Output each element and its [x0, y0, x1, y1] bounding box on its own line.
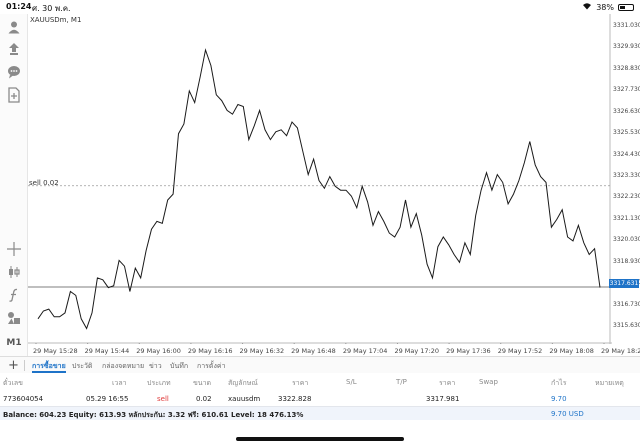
x-tick-label: 29 May 16:00 [136, 347, 181, 355]
objects-icon[interactable] [4, 309, 24, 327]
y-tick-label: 3320.030 [613, 236, 640, 244]
trade-icon[interactable] [4, 40, 24, 58]
chart-symbol: XAUUSDm, M1 [30, 16, 82, 24]
col-time[interactable]: เวลา [112, 379, 127, 387]
tab-history[interactable]: ประวัติ [72, 362, 93, 370]
current-price-tag: 3317.631 [609, 279, 639, 288]
price-chart[interactable] [28, 14, 612, 344]
x-tick-label: 29 May 15:28 [33, 347, 78, 355]
row-symbol: xauusdm [228, 395, 261, 403]
y-tick-label: 3324.430 [613, 150, 640, 158]
y-tick-label: 3322.230 [613, 193, 640, 201]
x-tick-label: 29 May 17:52 [497, 347, 543, 355]
y-tick-label: 3325.530 [613, 129, 640, 137]
col-current-price[interactable]: ราคา [439, 379, 456, 387]
x-tick-label: 29 May 17:36 [446, 347, 491, 355]
y-tick-label: 3318.930 [613, 257, 640, 265]
col-symbol[interactable]: สัญลักษณ์ [228, 379, 258, 387]
status-right: 38% [582, 2, 634, 12]
terminal-tabs: + การซื้อขาย ประวัติ กล่องจดหมาย ข่าว บั… [0, 356, 640, 373]
chart-toolbar: M1 [0, 14, 28, 360]
x-tick-label: 29 May 17:20 [394, 347, 440, 355]
x-tick-label: 29 May 15:44 [84, 347, 130, 355]
x-tick-label: 29 May 16:32 [239, 347, 285, 355]
tab-divider [24, 360, 25, 371]
wifi-icon [582, 2, 592, 12]
y-tick-label: 3326.630 [613, 107, 640, 115]
col-tp[interactable]: T/P [396, 378, 407, 386]
row-time: 05.29 16:55 [86, 395, 129, 403]
row-type: sell [157, 395, 169, 403]
tab-news[interactable]: ข่าว [149, 362, 162, 370]
active-tab-indicator [32, 371, 66, 373]
summary-profit: 9.70 USD [551, 410, 584, 418]
status-bar: 01:24 ศ. 30 พ.ค. 38% [0, 0, 640, 14]
row-profit: 9.70 [551, 395, 567, 403]
indicator-icon[interactable] [4, 286, 24, 304]
y-tick-label: 3321.130 [613, 214, 640, 222]
price-series-line [37, 48, 601, 330]
home-indicator [236, 437, 404, 441]
col-size[interactable]: ขนาด [193, 379, 212, 387]
y-tick-label: 3331.030 [613, 22, 640, 29]
x-tick-label: 29 May 18:08 [549, 347, 594, 355]
chat-icon[interactable] [4, 63, 24, 81]
battery-percent: 38% [596, 2, 614, 12]
account-icon[interactable] [4, 18, 24, 36]
col-profit[interactable]: กำไร [551, 379, 567, 387]
x-tick-label: 29 May 17:04 [342, 347, 388, 355]
battery-fill [620, 5, 626, 9]
status-date: ศ. 30 พ.ค. [32, 4, 71, 13]
row-ticket: 773604054 [3, 395, 44, 403]
col-comment[interactable]: หมายเหตุ [595, 379, 624, 387]
row-size: 0.02 [196, 395, 212, 403]
y-tick-label: 3328.830 [613, 64, 640, 72]
y-tick-label: 3327.730 [613, 86, 640, 94]
x-tick-label: 29 May 16:16 [187, 347, 233, 355]
sell-order-label: sell 0.02 [29, 179, 59, 187]
crosshair-icon[interactable] [4, 240, 24, 258]
x-tick-label: 29 May 16:48 [291, 347, 336, 355]
new-chart-icon[interactable] [4, 86, 24, 104]
y-tick-label: 3323.330 [613, 172, 640, 179]
timeframe-button[interactable]: M1 [6, 338, 22, 348]
row-open-price: 3322.828 [278, 395, 312, 403]
tab-journal[interactable]: บันทึก [170, 362, 189, 370]
col-sl[interactable]: S/L [346, 378, 357, 386]
col-ticket[interactable]: ตั๋วเลข [3, 379, 23, 387]
col-swap[interactable]: Swap [479, 378, 498, 386]
x-tick-label: 29 May 18:24 [601, 347, 640, 355]
candles-icon[interactable] [4, 263, 24, 281]
col-open-price[interactable]: ราคา [292, 379, 309, 387]
add-icon[interactable]: + [8, 358, 19, 373]
battery-icon [618, 3, 634, 11]
account-summary: Balance: 604.23 Equity: 613.93 หลักประกั… [0, 406, 640, 420]
row-current-price: 3317.981 [426, 395, 460, 403]
tab-mailbox[interactable]: กล่องจดหมาย [102, 362, 145, 370]
y-tick-label: 3315.630 [613, 322, 640, 329]
y-tick-label: 3316.730 [613, 300, 640, 308]
col-type[interactable]: ประเภท [147, 379, 171, 387]
status-time: 01:24 [6, 2, 32, 11]
tab-settings[interactable]: การตั้งค่า [197, 362, 226, 370]
summary-text: Balance: 604.23 Equity: 613.93 หลักประกั… [3, 411, 304, 419]
y-tick-label: 3329.930 [613, 43, 640, 51]
tab-trade[interactable]: การซื้อขาย [32, 362, 66, 370]
